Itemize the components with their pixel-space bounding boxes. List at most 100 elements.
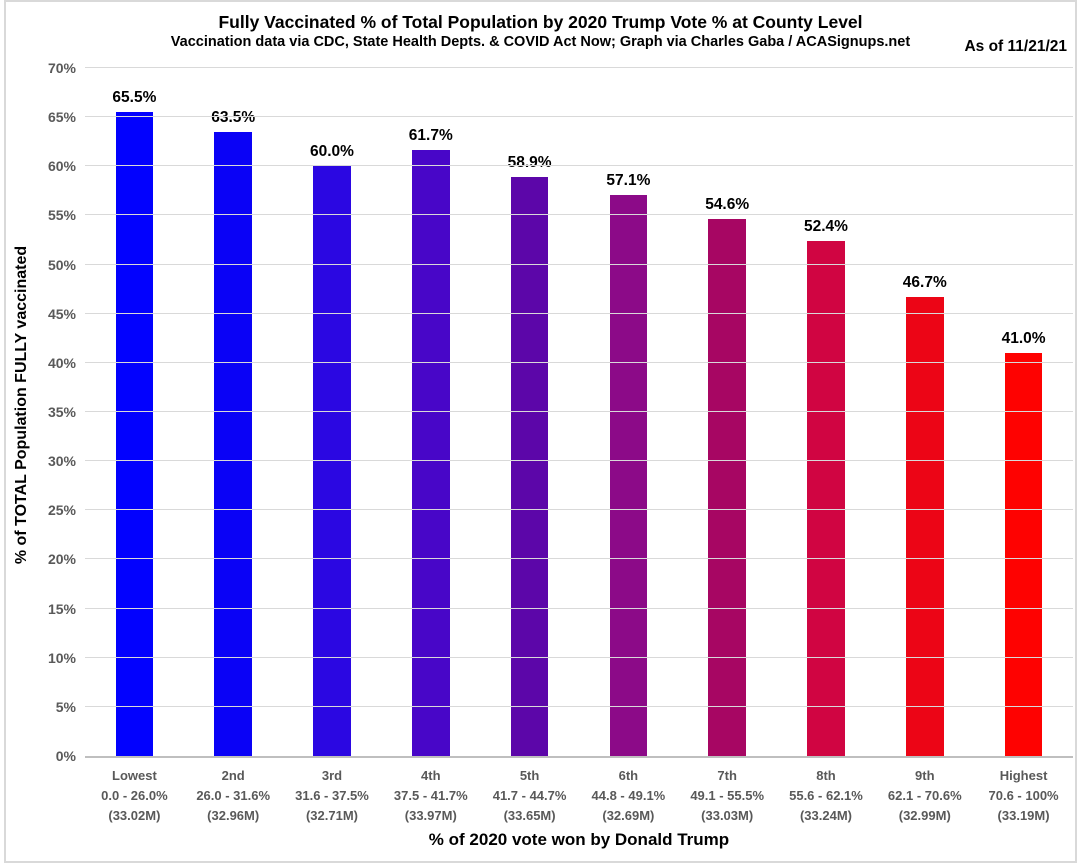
x-category-range: 0.0 - 26.0% [101, 788, 168, 803]
gridline-30 [85, 460, 1073, 462]
x-category-label: Lowest 0.0 - 26.0% (33.02M) [85, 766, 184, 826]
x-category-label: 2nd 26.0 - 31.6% (32.96M) [184, 766, 283, 826]
y-tick-label-0: 0% [55, 748, 76, 764]
y-tick-label-70: 70% [47, 60, 76, 76]
x-category-label: 5th 41.7 - 44.7% (33.65M) [480, 766, 579, 826]
bar-9th: 46.7% [903, 274, 947, 756]
x-category-range: 31.6 - 37.5% [295, 788, 369, 803]
y-tick-label-50: 50% [47, 256, 76, 273]
bar-slot: 63.5% [184, 68, 283, 756]
bar-value-label: 41.0% [1001, 330, 1046, 348]
gridline-70 [85, 67, 1073, 68]
x-category-population: (33.24M) [799, 808, 852, 823]
x-category-name: 4th [421, 768, 441, 783]
bar-value-label: 58.9% [507, 154, 552, 172]
x-category-range: 49.1 - 55.5% [690, 788, 765, 803]
chart-subtitle: Vaccination data via CDC, State Health D… [170, 34, 911, 50]
x-category-population: (33.03M) [701, 808, 754, 823]
y-tick-label-55: 55% [47, 207, 76, 224]
bar-highest: 41.0% [1002, 330, 1046, 756]
bar-slot: 46.7% [875, 68, 974, 756]
gridline-5 [85, 705, 1073, 707]
x-category-population: (32.69M) [602, 808, 655, 823]
x-category-name: 5th [519, 768, 540, 783]
x-category-range: 44.8 - 49.1% [591, 788, 666, 803]
x-category-range: 70.6 - 100% [988, 788, 1059, 803]
x-category-label: 6th 44.8 - 49.1% (32.69M) [579, 766, 678, 826]
gridline-15 [85, 607, 1073, 609]
bar-value-label: 60.0% [310, 143, 354, 161]
bar-value-label: 52.4% [803, 217, 848, 235]
plot-area: 65.5% 63.5% 60.0% 61.7% 58.9% 57.1% 54.6% 52.4%… [85, 67, 1073, 758]
gridline-35 [85, 411, 1073, 412]
x-category-population: (32.99M) [898, 808, 951, 823]
gridline-40 [85, 361, 1073, 363]
x-category-population: (33.97M) [404, 808, 457, 823]
x-category-range: 37.5 - 41.7% [393, 788, 468, 803]
gridline-55 [85, 214, 1073, 216]
y-tick-label-40: 40% [47, 354, 76, 371]
bar-slot: 52.4% [777, 68, 876, 756]
bar-value-label: 65.5% [112, 89, 157, 107]
y-tick-label-30: 30% [47, 453, 76, 470]
y-tick-label-35: 35% [47, 404, 76, 420]
chart-title: Fully Vaccinated % of Total Population b… [218, 12, 863, 32]
x-category-name: Highest [999, 768, 1048, 783]
bar-slot: 60.0% [283, 68, 382, 756]
x-category-range: 62.1 - 70.6% [887, 788, 962, 803]
bar-8th: 52.4% [804, 218, 848, 756]
gridline-45 [85, 312, 1073, 314]
bar-2nd: 63.5% [211, 109, 255, 756]
bar-slot: 57.1% [579, 68, 678, 756]
x-category-label: Highest 70.6 - 100% (33.19M) [974, 766, 1073, 826]
bar-5th: 58.9% [508, 154, 552, 756]
x-category-population: (33.65M) [503, 808, 556, 823]
bar-slot: 58.9% [480, 68, 579, 756]
x-category-population: (33.19M) [997, 808, 1050, 823]
x-category-name: 3rd [321, 768, 343, 783]
bar-value-label: 46.7% [902, 274, 947, 292]
y-tick-label-10: 10% [47, 649, 76, 666]
as-of-date-label: As of 11/21/21 [964, 38, 1067, 55]
y-tick-label-20: 20% [47, 551, 76, 568]
bar-value-label: 61.7% [408, 126, 453, 144]
x-category-name: 8th [816, 768, 836, 783]
x-category-name: 7th [717, 768, 737, 783]
x-category-label: 9th 62.1 - 70.6% (32.99M) [875, 766, 974, 826]
x-category-population: (33.02M) [108, 808, 161, 823]
y-tick-label-65: 65% [47, 109, 76, 126]
bar-slot: 54.6% [678, 68, 777, 756]
x-category-label: 8th 55.6 - 62.1% (33.24M) [777, 766, 876, 826]
x-category-population: (32.71M) [305, 808, 358, 823]
x-category-range: 55.6 - 62.1% [789, 788, 863, 803]
gridline-10 [85, 656, 1073, 658]
x-category-name: 9th [915, 768, 935, 783]
bar-6th: 57.1% [606, 172, 650, 756]
x-category-range: 41.7 - 44.7% [492, 788, 567, 803]
gridline-20 [85, 558, 1073, 560]
x-category-name: 6th [618, 768, 639, 783]
x-category-population: (32.96M) [207, 808, 260, 823]
y-tick-label-25: 25% [47, 502, 76, 519]
bar-4th: 61.7% [409, 127, 453, 756]
bar-lowest: 65.5% [112, 89, 156, 756]
gridline-65 [85, 116, 1073, 118]
bar-slot: 61.7% [381, 68, 480, 756]
bar-value-label: 63.5% [211, 108, 256, 126]
x-category-range: 26.0 - 31.6% [196, 788, 271, 803]
bar-value-label: 54.6% [705, 196, 750, 214]
bar-7th: 54.6% [705, 196, 749, 756]
y-tick-label-45: 45% [47, 305, 76, 322]
bar-value-label: 57.1% [606, 171, 651, 189]
bar-slot: 65.5% [85, 68, 184, 756]
y-tick-label-15: 15% [47, 600, 76, 617]
bar-slot: 41.0% [974, 68, 1073, 756]
x-category-label: 3rd 31.6 - 37.5% (32.71M) [283, 766, 382, 826]
x-category-label: 4th 37.5 - 41.7% (33.97M) [381, 766, 480, 826]
y-axis-tick-labels: 0% 5% 10% 15% 20% 25% 30% 35% 40% 45% 50% 55% 60% 65%… [0, 60, 76, 764]
y-tick-label-5: 5% [55, 698, 76, 715]
gridline-25 [85, 509, 1073, 511]
x-axis-category-labels: Lowest 0.0 - 26.0% (33.02M) 2nd 26.0 - 31.6%… [85, 766, 1073, 826]
x-category-label: 7th 49.1 - 55.5% (33.03M) [678, 766, 777, 826]
x-axis-title: % of 2020 vote won by Donald Trump [428, 830, 730, 849]
